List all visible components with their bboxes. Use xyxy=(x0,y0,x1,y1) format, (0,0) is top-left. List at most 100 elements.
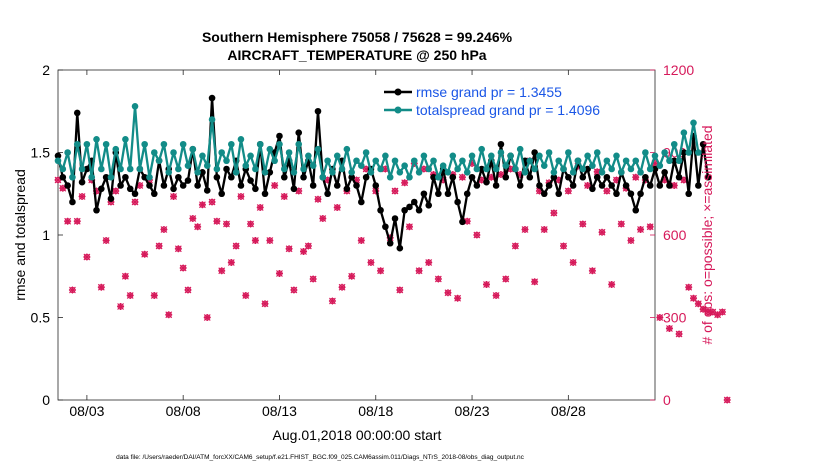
obs-assimilated-point xyxy=(64,217,72,225)
y-tick-label-left: 1 xyxy=(42,227,50,243)
rmse-point xyxy=(651,165,659,173)
spread-point xyxy=(184,162,192,169)
obs-assimilated-point xyxy=(97,283,105,291)
obs-assimilated-point xyxy=(420,165,428,173)
rmse-point xyxy=(309,182,317,189)
obs-assimilated-point xyxy=(213,217,221,225)
spread-point xyxy=(199,152,206,160)
obs-assimilated-point xyxy=(646,223,654,231)
obs-assimilated-point xyxy=(247,220,255,228)
obs-assimilated-point xyxy=(714,311,722,319)
spread-point xyxy=(150,149,158,156)
rmse-point xyxy=(497,140,505,148)
legend-entry-spread: totalspread grand pr = 1.4096 xyxy=(384,102,600,118)
spread-point xyxy=(208,116,216,123)
obs-assimilated-point xyxy=(377,267,385,275)
rmse-point xyxy=(704,173,712,181)
spread-point xyxy=(126,165,134,173)
rmse-point xyxy=(670,157,678,165)
spread-point xyxy=(290,169,298,176)
rmse-point xyxy=(184,177,192,184)
spread-point xyxy=(237,136,245,143)
spread-point xyxy=(444,169,452,176)
rmse-point xyxy=(266,169,274,176)
rmse-point xyxy=(300,173,307,181)
obs-assimilated-point xyxy=(251,237,259,244)
rmse-point xyxy=(661,169,668,176)
obs-assimilated-point xyxy=(405,223,413,231)
rmse-point xyxy=(555,190,563,198)
rmse-point xyxy=(83,165,91,173)
obs-assimilated-point xyxy=(507,165,515,173)
obs-assimilated-point xyxy=(83,253,91,261)
rmse-point xyxy=(396,244,404,252)
rmse-point xyxy=(199,169,206,176)
legend: rmse grand pr = 1.3455 totalspread grand… xyxy=(384,84,600,118)
rmse-point xyxy=(540,190,548,198)
obs-assimilated-point xyxy=(569,259,577,266)
obs-assimilated-point xyxy=(131,198,139,206)
spread-point xyxy=(565,149,572,156)
rmse-point xyxy=(632,206,640,214)
spread-point xyxy=(622,157,630,165)
spread-point xyxy=(569,169,577,176)
obs-assimilated-point xyxy=(93,187,101,195)
rmse-point xyxy=(333,182,341,189)
obs-assimilated-point xyxy=(535,187,543,195)
spread-point xyxy=(88,173,96,181)
rmse-point xyxy=(73,109,81,117)
y-tick-label-left: 0.5 xyxy=(31,310,51,326)
spread-point xyxy=(377,165,384,173)
y-tick-label-right: 300 xyxy=(663,310,687,326)
y-tick-label-right: 0 xyxy=(663,392,671,408)
rmse-point xyxy=(584,165,591,173)
spread-point xyxy=(102,140,110,148)
obs-assimilated-point xyxy=(598,228,606,236)
rmse-point xyxy=(208,94,216,102)
rmse-point xyxy=(126,185,134,193)
spread-point xyxy=(266,145,274,153)
rmse-point xyxy=(194,182,201,189)
obs-assimilated-point xyxy=(333,204,341,211)
spread-point xyxy=(228,140,235,148)
rmse-point xyxy=(64,182,71,189)
rmse-point xyxy=(565,173,572,181)
x-tick-label: 08/13 xyxy=(262,403,297,419)
obs-assimilated-point xyxy=(540,226,548,233)
x-tick-label: 08/23 xyxy=(455,403,490,419)
spread-point xyxy=(391,157,399,165)
obs-assimilated-point xyxy=(73,217,81,225)
rmse-point xyxy=(666,182,673,189)
obs-assimilated-point xyxy=(102,237,110,244)
spread-point xyxy=(295,140,303,148)
spread-point xyxy=(632,157,640,165)
obs-assimilated-point xyxy=(208,198,216,206)
spread-point xyxy=(223,157,230,165)
spread-point xyxy=(521,169,529,176)
rmse-point xyxy=(598,182,606,189)
spread-point xyxy=(430,157,437,165)
spread-point xyxy=(213,165,221,173)
obs-assimilated-point xyxy=(353,176,360,184)
obs-assimilated-point xyxy=(473,231,481,239)
spread-point xyxy=(73,140,81,148)
rmse-point xyxy=(353,182,360,189)
y-axis-left: 0 0.5 1 1.5 2 xyxy=(31,62,63,408)
spread-point xyxy=(218,149,225,156)
spread-point xyxy=(333,152,341,160)
obs-assimilated-point xyxy=(218,267,226,275)
rmse-point xyxy=(295,129,303,136)
spread-point xyxy=(300,165,307,173)
spread-point xyxy=(362,149,370,156)
spread-point xyxy=(338,165,346,173)
obs-assimilated-point xyxy=(126,292,134,299)
spread-point xyxy=(483,165,490,173)
spread-point xyxy=(497,149,505,156)
rmse-point xyxy=(425,202,433,209)
y-tick-label-right: 1200 xyxy=(663,62,694,78)
obs-assimilated-point xyxy=(381,165,389,173)
spread-point xyxy=(473,165,481,173)
rmse-point xyxy=(237,182,245,189)
data-file-footnote: data file: /Users/raeder/DAI/ATM_forcXX/… xyxy=(116,454,525,461)
